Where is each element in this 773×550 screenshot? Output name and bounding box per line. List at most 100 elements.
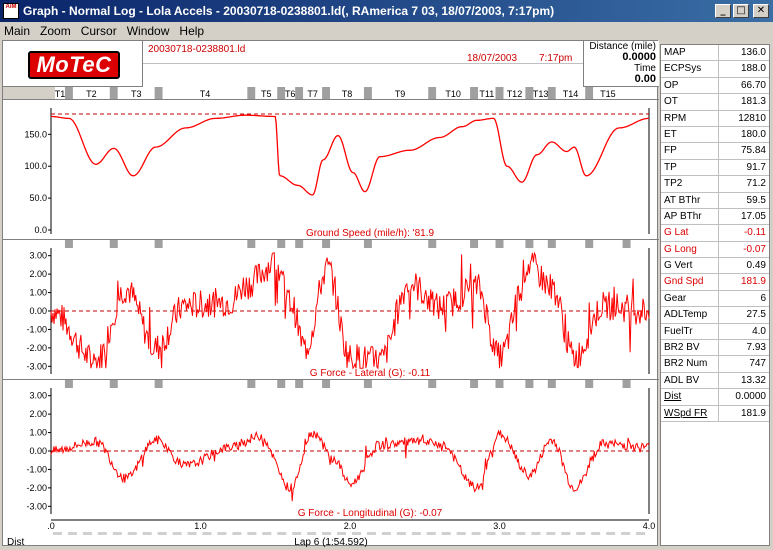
plot-lateral-g[interactable]: 3.00 2.00 1.00 0.00 -1.00 -2.00 -3.00 G Force -… (3, 239, 659, 379)
channel-name: G Vert (661, 258, 719, 274)
channel-row[interactable]: ADLTemp 27.5 (661, 307, 769, 324)
channel-name: BR2 BV (661, 340, 719, 356)
channel-name: ADL BV (661, 372, 719, 389)
channel-row[interactable]: TP 91.7 (661, 159, 769, 177)
y-tick-label: -1.00 (26, 324, 47, 334)
lap-marker (441, 532, 451, 535)
sector-gap (428, 87, 437, 99)
lap-marker (262, 532, 272, 535)
channel-row[interactable]: Dist 0.0000 (661, 389, 769, 406)
sector-gap (64, 87, 73, 99)
header-divider (143, 63, 583, 64)
y-tick-label: 150.0 (24, 129, 47, 139)
channel-row[interactable]: RPM 12810 (661, 110, 769, 127)
sector-t6: T6 (285, 87, 295, 99)
channel-name: Gnd Spd (661, 274, 719, 290)
minimize-icon[interactable]: _ (715, 4, 731, 18)
sector-label: T9 (395, 89, 406, 99)
channel-name: ADLTemp (661, 307, 719, 323)
lap-marker (456, 532, 466, 535)
channel-row[interactable]: AP BThr 17.05 (661, 208, 769, 226)
lap-marker (561, 532, 571, 535)
sector-gap (525, 87, 534, 99)
lap-marker (172, 532, 182, 535)
channel-value: 180.0 (740, 128, 766, 140)
channel-row[interactable]: ADL BV 13.32 (661, 372, 769, 390)
maximize-icon[interactable]: □ (733, 4, 749, 18)
sector-t1: T1 (55, 87, 66, 99)
sector-marker (585, 240, 594, 248)
sector-gap (322, 87, 331, 99)
plot-longitudinal-g[interactable]: 3.00 2.00 1.00 0.00 -1.00 -2.00 -3.00 G Force -… (3, 379, 659, 519)
sector-marker (154, 380, 163, 388)
longitudinal-g-chart[interactable]: 3.00 2.00 1.00 0.00 -1.00 -2.00 -3.00 G Force -… (3, 380, 659, 520)
sector-marker (525, 380, 534, 388)
channel-value: 136.0 (740, 47, 766, 58)
channel-row[interactable]: Gear 6 (661, 290, 769, 308)
lap-marker (366, 532, 376, 535)
channel-name: AP BThr (661, 208, 719, 225)
sector-gap (470, 87, 479, 99)
cursor-readout: Distance (mile) 0.0000 Time 0.00 (583, 41, 659, 87)
sector-marker (363, 240, 372, 248)
series-line (50, 251, 650, 370)
sector-marker (547, 380, 556, 388)
channel-name: OP (661, 77, 719, 94)
sector-marker (495, 380, 504, 388)
sector-label: T1 (55, 89, 66, 99)
y-tick-label: -3.00 (26, 501, 47, 511)
plot-ground-speed[interactable]: 150.0 100.0 50.0 0.0 Ground Speed (mile/h): … (3, 99, 659, 239)
lap-marker (247, 532, 257, 535)
channel-row[interactable]: G Lat -0.11 (661, 225, 769, 242)
sector-bar: T1 T2 T3 T4 T5 T6 T7 T8 T9 T10 T11 T12 T13 T14 T15 (3, 87, 659, 99)
y-tick-label: 3.00 (29, 251, 47, 261)
logo-box: MoTeC (3, 41, 143, 87)
dist-label: Dist (7, 537, 24, 547)
channel-name: ET (661, 126, 719, 143)
menu-cursor[interactable]: Cursor (80, 24, 117, 38)
channel-row[interactable]: G Long -0.07 (661, 241, 769, 259)
channel-row[interactable]: FP 75.84 (661, 143, 769, 160)
lateral-g-chart[interactable]: 3.00 2.00 1.00 0.00 -1.00 -2.00 -3.00 G Force -… (3, 240, 659, 380)
sector-label: T5 (261, 89, 272, 99)
channel-row[interactable]: MAP 136.0 (661, 45, 769, 62)
channel-value: 91.7 (746, 161, 766, 173)
channel-row[interactable]: AT BThr 59.5 (661, 192, 769, 209)
channel-row[interactable]: ECPSys 188.0 (661, 61, 769, 78)
channel-name: RPM (661, 110, 719, 126)
channel-value: 181.9 (740, 407, 766, 419)
menu-window[interactable]: Window (126, 24, 170, 38)
window-titlebar[interactable]: AiM Graph - Normal Log - Lola Accels - 2… (0, 0, 773, 22)
menu-help[interactable]: Help (179, 24, 205, 38)
channel-row[interactable]: BR2 Num 747 (661, 356, 769, 373)
series-line (51, 114, 649, 196)
channel-row[interactable]: WSpd FR 181.9 (661, 405, 769, 422)
lap-marker (277, 532, 287, 535)
sector-gap (495, 87, 504, 99)
channel-row[interactable]: ET 180.0 (661, 126, 769, 144)
channel-row[interactable]: Gnd Spd 181.9 (661, 274, 769, 291)
lap-marker (307, 532, 317, 535)
channel-value: 0.49 (746, 260, 766, 272)
sector-marker (64, 380, 73, 388)
lap-marker (157, 532, 167, 535)
y-tick-label: 0.00 (29, 446, 47, 456)
menu-zoom[interactable]: Zoom (40, 24, 71, 38)
sector-marker (428, 380, 437, 388)
menu-main[interactable]: Main (4, 24, 31, 38)
sector-marker (109, 380, 118, 388)
ground-speed-chart[interactable]: 150.0 100.0 50.0 0.0 Ground Speed (mile/h): … (3, 100, 659, 240)
channel-row[interactable]: FuelTr 4.0 (661, 323, 769, 341)
sector-gap (109, 87, 118, 99)
channel-row[interactable]: TP2 71.2 (661, 176, 769, 193)
channel-row[interactable]: OP 66.70 (661, 77, 769, 95)
channel-row[interactable]: BR2 BV 7.93 (661, 340, 769, 357)
x-tick-label: 1.0 (194, 521, 207, 531)
channel-name: TP2 (661, 176, 719, 192)
close-icon[interactable]: ✕ (753, 4, 769, 18)
channel-row[interactable]: OT 181.3 (661, 94, 769, 111)
lap-marker (322, 532, 332, 535)
channel-row[interactable]: G Vert 0.49 (661, 258, 769, 275)
channel-value: -0.07 (743, 243, 766, 255)
lap-marker (67, 532, 77, 535)
